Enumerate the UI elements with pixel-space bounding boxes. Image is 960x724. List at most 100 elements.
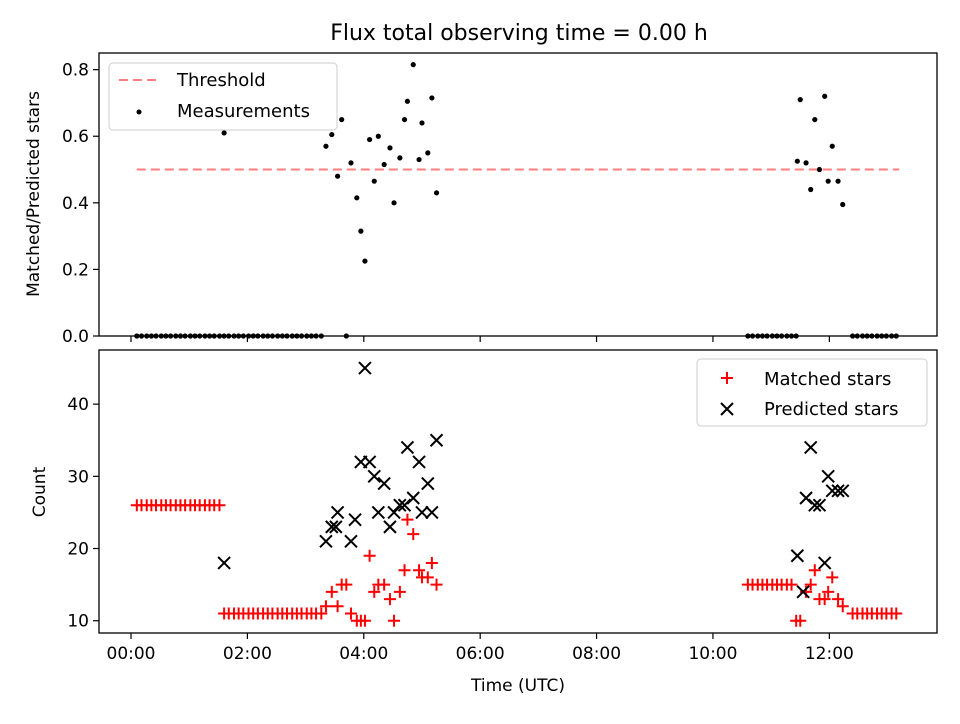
matched-stars-points — [130, 499, 903, 627]
measurement-point — [774, 333, 780, 339]
measurement-point — [803, 160, 809, 166]
measurement-point — [812, 116, 818, 123]
bottom-xtick-label: 10:00 — [688, 644, 737, 664]
legend-predicted-label: Predicted stars — [764, 399, 898, 420]
legend-threshold-label: Threshold — [176, 70, 266, 91]
predicted-star-point — [415, 505, 429, 520]
measurement-point — [250, 333, 256, 339]
measurement-point — [889, 333, 895, 339]
measurement-point — [284, 333, 290, 339]
measurement-point — [221, 333, 227, 339]
measurement-point — [275, 333, 281, 339]
matched-star-point — [393, 585, 406, 598]
bottom-xtick-label: 02:00 — [223, 644, 272, 664]
measurement-point — [375, 133, 381, 139]
measurement-point — [883, 333, 889, 339]
measurement-point — [318, 333, 324, 339]
measurement-point — [182, 333, 188, 339]
measurement-point — [793, 333, 799, 339]
measurement-point — [279, 333, 285, 339]
measurement-point — [759, 333, 766, 339]
measurement-point — [387, 145, 393, 151]
bottom-ytick-label: 20 — [67, 540, 89, 560]
predicted-star-point — [425, 505, 439, 520]
measurement-point — [425, 150, 431, 156]
top-ytick-label: 0.0 — [62, 327, 89, 347]
measurement-point — [354, 195, 360, 201]
top-ylabel: Matched/Predicted stars — [24, 91, 44, 297]
measurement-point — [334, 173, 341, 179]
measurement-point — [829, 143, 835, 149]
matched-star-point — [401, 513, 414, 526]
measurement-point — [144, 333, 150, 339]
measurement-point — [298, 333, 305, 339]
bottom-xtick-label: 06:00 — [456, 644, 505, 664]
measurement-point — [769, 333, 775, 339]
predicted-star-point — [825, 484, 839, 498]
measurement-point — [874, 333, 880, 339]
measurement-point — [323, 143, 329, 149]
matched-star-point — [413, 564, 426, 577]
matched-star-point — [213, 499, 226, 512]
measurements-points — [134, 62, 899, 339]
measurement-point — [391, 200, 397, 206]
top-ytick-label: 0.2 — [62, 260, 89, 280]
measurement-point — [294, 333, 300, 339]
top-ytick-label: 0.6 — [62, 127, 89, 147]
measurement-point — [177, 333, 184, 339]
measurement-point — [869, 333, 875, 339]
matched-star-point — [388, 614, 401, 627]
predicted-star-point — [348, 512, 362, 527]
matched-star-point — [378, 578, 391, 591]
matched-star-point — [785, 578, 798, 591]
measurement-point — [822, 93, 828, 99]
measurement-point — [304, 333, 310, 339]
predicted-star-point — [377, 476, 391, 491]
bottom-panel: 10 20 30 40 00:00 02:00 04:00 06:00 08:00 10:00 1… — [30, 349, 938, 696]
matched-star-point — [822, 585, 835, 598]
measurement-point — [381, 161, 387, 168]
measurement-point — [749, 333, 756, 339]
matched-star-point — [425, 556, 438, 569]
top-yticks: 0.0 0.2 0.4 0.6 0.8 — [62, 61, 99, 347]
measurement-point — [148, 333, 154, 339]
measurement-point — [173, 333, 179, 339]
measurement-point — [429, 95, 435, 101]
matched-star-point — [421, 571, 434, 584]
measurement-point — [343, 333, 349, 339]
bottom-xtick-label: 08:00 — [572, 644, 621, 664]
predicted-star-point — [397, 498, 412, 512]
matched-star-point — [325, 585, 338, 598]
measurement-point — [404, 98, 411, 104]
predicted-star-point — [344, 534, 358, 549]
bottom-xlabel: Time (UTC) — [470, 676, 565, 696]
measurement-point — [893, 333, 899, 339]
bottom-ytick-label: 40 — [67, 395, 89, 415]
measurement-point — [260, 333, 266, 339]
predicted-star-point — [796, 585, 810, 599]
predicted-star-point — [371, 505, 386, 520]
measurement-point — [859, 333, 866, 339]
measurement-point — [265, 333, 271, 339]
bottom-xticks: 00:00 02:00 04:00 06:00 08:00 10:00 12:00 — [107, 633, 854, 664]
legend-matched-label: Matched stars — [764, 369, 891, 390]
measurement-point — [153, 333, 159, 339]
measurement-point — [419, 120, 425, 126]
predicted-star-point — [412, 455, 426, 469]
measurement-point — [825, 178, 831, 184]
measurement-point — [308, 333, 315, 339]
measurement-point — [221, 130, 227, 136]
measurement-point — [808, 186, 814, 193]
measurement-point — [840, 201, 846, 208]
measurement-point — [329, 131, 335, 138]
top-axes-frame — [98, 52, 938, 337]
legend-measurements-swatch — [136, 109, 142, 115]
legend-measurements-label: Measurements — [177, 101, 310, 122]
measurement-point — [216, 333, 223, 339]
matched-star-point — [315, 607, 328, 620]
measurement-point — [192, 333, 198, 339]
predicted-star-point — [831, 484, 845, 498]
bottom-legend: Matched stars Predicted stars — [696, 358, 928, 427]
bottom-yticks: 10 20 30 40 — [67, 395, 99, 632]
